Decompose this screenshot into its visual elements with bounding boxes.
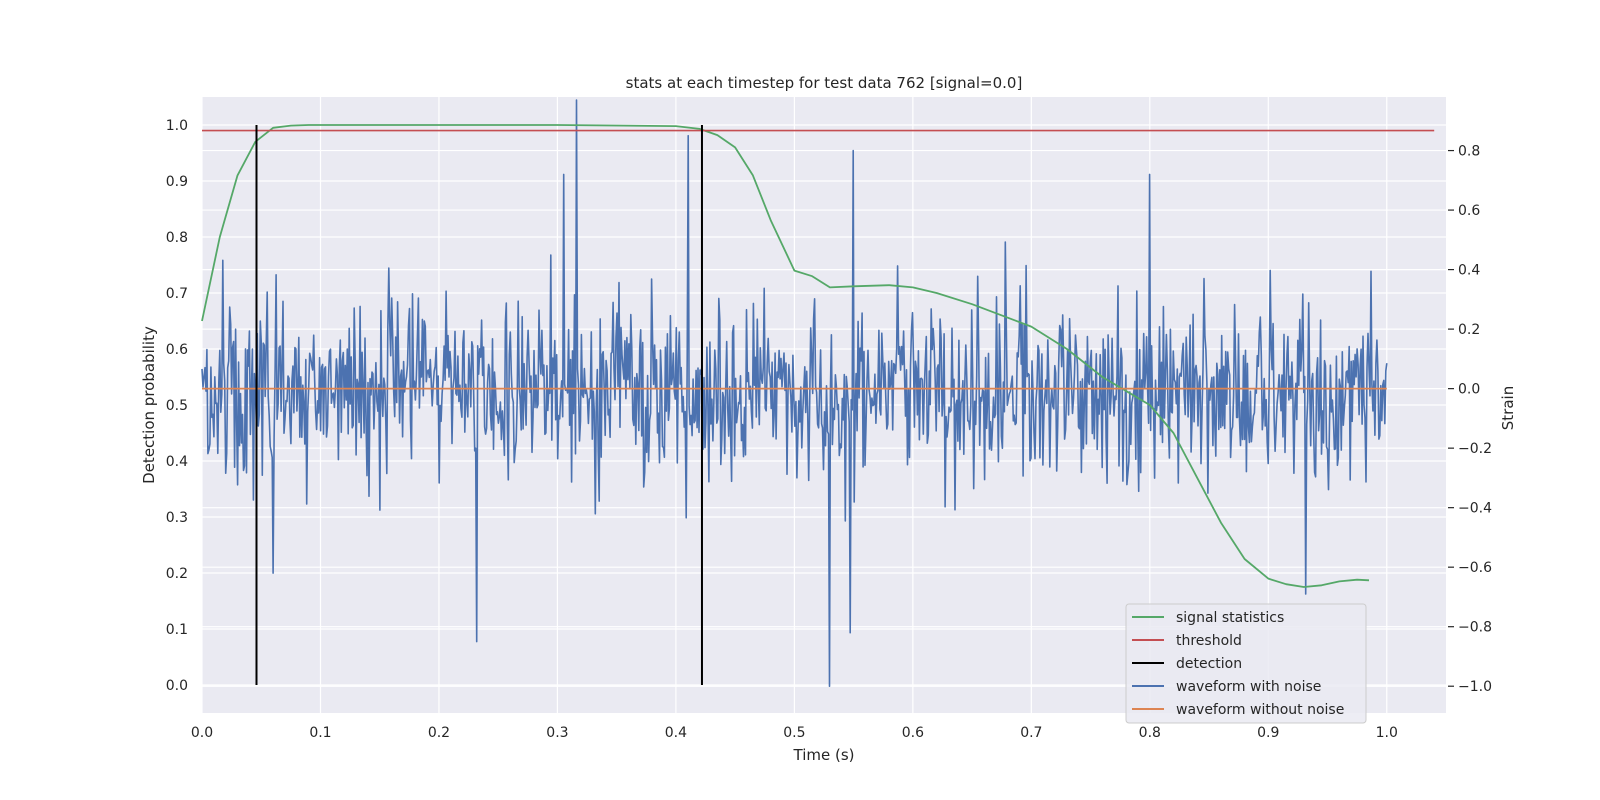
- y-left-tick-label: 0.6: [166, 342, 188, 358]
- x-tick-label: 0.7: [1020, 725, 1042, 741]
- x-tick-label: 0.6: [902, 725, 924, 741]
- legend: signal statistics threshold detection wa…: [1125, 603, 1367, 724]
- y-right-tick-label: −0.8: [1458, 620, 1492, 636]
- x-tick-label: 0.5: [783, 725, 805, 741]
- x-axis-title: Time (s): [793, 746, 855, 764]
- y-left-tick-label: 0.5: [166, 398, 188, 414]
- series-layer: [201, 99, 1435, 688]
- chart-title: stats at each timestep for test data 762…: [626, 74, 1023, 92]
- y-right-tick-label: −0.2: [1458, 441, 1492, 457]
- x-tick-label: 0.0: [191, 725, 213, 741]
- y-left-tick-label: 0.8: [166, 230, 188, 246]
- x-tick-label: 0.4: [665, 725, 687, 741]
- legend-label-detection: detection: [1176, 656, 1242, 672]
- x-tick-label: 0.1: [309, 725, 331, 741]
- y-left-tick-label: 0.7: [166, 286, 188, 302]
- y-right-tick-label: 0.2: [1458, 322, 1480, 338]
- right-axis-ticks: −1.0 −0.8 −0.6 −0.4 −0.2 0.0 0.2 0.4 0.6 0.8: [1448, 144, 1492, 695]
- left-axis-title: Detection probability: [140, 326, 158, 484]
- legend-box: [1125, 603, 1367, 724]
- y-left-tick-label: 0.1: [166, 622, 188, 638]
- y-right-tick-label: −0.4: [1458, 501, 1492, 517]
- x-tick-label: 0.2: [428, 725, 450, 741]
- x-tick-label: 0.9: [1257, 725, 1279, 741]
- legend-label-waveform-without-noise: waveform without noise: [1176, 702, 1344, 718]
- y-right-tick-label: −0.6: [1458, 560, 1492, 576]
- y-right-tick-label: 0.0: [1458, 382, 1480, 398]
- signal-statistics-line: [201, 124, 1370, 588]
- y-left-tick-label: 0.0: [166, 678, 188, 694]
- x-tick-label: 0.8: [1139, 725, 1161, 741]
- waveform-with-noise-line: [201, 99, 1388, 688]
- legend-label-threshold: threshold: [1176, 633, 1242, 649]
- right-axis-title: Strain: [1499, 386, 1517, 430]
- x-axis-ticks: 0.0 0.1 0.2 0.3 0.4 0.5 0.6 0.7 0.8 0.9 1.0: [191, 725, 1398, 741]
- y-left-tick-label: 1.0: [166, 118, 188, 134]
- left-axis-ticks: 0.0 0.1 0.2 0.3 0.4 0.5 0.6 0.7 0.8 0.9 1.0: [166, 118, 188, 694]
- y-right-tick-label: 0.6: [1458, 203, 1480, 219]
- y-right-tick-label: 0.8: [1458, 144, 1480, 160]
- y-left-tick-label: 0.2: [166, 566, 188, 582]
- y-left-tick-label: 0.3: [166, 510, 188, 526]
- legend-label-waveform-with-noise: waveform with noise: [1176, 679, 1321, 695]
- legend-label-signal-statistics: signal statistics: [1176, 610, 1284, 626]
- y-right-tick-label: −1.0: [1458, 679, 1492, 695]
- y-left-tick-label: 0.9: [166, 174, 188, 190]
- y-right-tick-label: 0.4: [1458, 263, 1480, 279]
- x-tick-label: 0.3: [546, 725, 568, 741]
- x-tick-label: 1.0: [1376, 725, 1398, 741]
- y-left-tick-label: 0.4: [166, 454, 188, 470]
